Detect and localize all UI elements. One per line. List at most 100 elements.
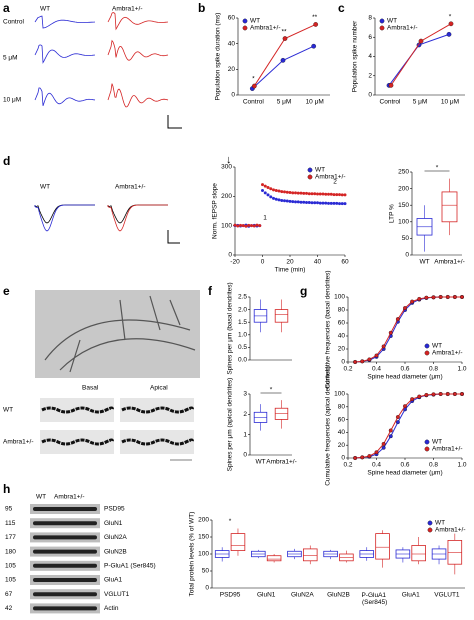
y-tick-label: 150 (398, 202, 409, 209)
point (277, 198, 281, 202)
legend-marker (427, 520, 433, 526)
y-tick-label: 100 (198, 551, 209, 558)
panel-label: c (338, 1, 345, 15)
x-tick-label: VGLUT1 (434, 592, 460, 599)
marker (445, 392, 450, 396)
point (302, 191, 306, 195)
x-tick-label: Ambra1+/- (266, 459, 297, 466)
x-tick-label: 10 μM (306, 99, 324, 106)
panel-label: e (3, 284, 10, 298)
y-tick-label: 20 (338, 346, 346, 353)
y-axis-label: Cumulative frequencies (apical dendrites… (325, 366, 332, 486)
x-tick-label: Control (243, 99, 265, 106)
y-tick-label: 0 (341, 455, 345, 462)
point (318, 201, 322, 205)
x-tick-label: Ambra1+/- (434, 259, 465, 266)
y-tick-label: 100 (398, 219, 409, 226)
x-tick-label: 0.2 (343, 366, 352, 373)
point (258, 224, 262, 228)
point (340, 202, 344, 206)
point (263, 184, 267, 188)
x-axis-label: Spine head diameter (μm) (367, 470, 442, 477)
annotation: * (270, 387, 273, 394)
legend-label: WT (315, 167, 325, 174)
legend-marker (242, 18, 248, 24)
point (274, 188, 278, 192)
point (305, 191, 308, 195)
legend-label: WT (250, 18, 260, 25)
y-tick-label: 0 (231, 92, 235, 99)
point (329, 192, 333, 196)
x-tick-label: GluN2A (291, 592, 314, 599)
point (263, 191, 267, 195)
marker (452, 295, 457, 299)
trace (107, 12, 169, 31)
y-tick-label: 2 (243, 411, 247, 418)
x-tick-label: 5 μM (277, 99, 292, 106)
point (316, 201, 319, 205)
point (324, 201, 328, 205)
annotation: 2 (333, 179, 337, 186)
box (441, 191, 458, 223)
x-tick-label: 40 (314, 259, 322, 266)
point (343, 193, 347, 197)
x-tick-label: WT (419, 259, 429, 266)
y-tick-label: 200 (398, 185, 409, 192)
marker (431, 295, 436, 300)
row-label: WT (3, 407, 13, 414)
series-line (251, 45, 314, 89)
y-tick-label: 100 (334, 391, 345, 398)
marker (251, 83, 257, 89)
marker (360, 359, 365, 364)
y-tick-label: 3 (243, 391, 247, 398)
legend-label: WT (432, 343, 442, 350)
protein-label: GluN1 (104, 520, 123, 527)
legend-marker (424, 439, 430, 445)
kda-label: 105 (5, 563, 16, 570)
marker (445, 295, 450, 299)
marker (448, 21, 454, 27)
panel-label: b (198, 1, 205, 15)
legend-label: Ambra1+/- (250, 25, 281, 32)
marker (353, 360, 358, 364)
marker (381, 445, 386, 450)
x-tick-label: GluA1 (402, 592, 420, 599)
kda-label: 95 (5, 506, 13, 513)
x-tick-label: PSD95 (220, 592, 241, 599)
point (285, 190, 289, 194)
blot-band (33, 563, 97, 568)
marker (403, 306, 407, 310)
marker (282, 36, 288, 41)
trace (34, 87, 96, 107)
point (332, 201, 336, 205)
series-line (390, 23, 452, 86)
point (296, 191, 300, 195)
panel-label: h (3, 482, 10, 496)
point (288, 199, 292, 203)
point (285, 199, 289, 203)
annotation: * (252, 76, 255, 83)
marker (395, 415, 400, 419)
protein-label: GluN2B (104, 548, 127, 555)
point (283, 199, 286, 203)
point (239, 223, 242, 227)
point (261, 183, 264, 187)
point (269, 195, 273, 199)
column-label: WT (40, 184, 50, 191)
column-label: Ambra1+/- (112, 6, 143, 13)
y-tick-label: 200 (198, 517, 209, 524)
marker (410, 397, 415, 402)
point (327, 201, 330, 205)
protein-label: P-GluA1 (Ser845) (104, 563, 156, 570)
micrograph (35, 290, 200, 378)
series-line (355, 296, 462, 363)
marker (381, 441, 386, 446)
marker (388, 83, 394, 88)
y-axis-label: Spines per μm (basal dendrites) (227, 282, 234, 374)
marker (388, 330, 393, 335)
column-label: Basal (82, 385, 99, 392)
row-label: Ambra1+/- (3, 439, 34, 446)
y-tick-label: 6 (368, 34, 372, 41)
trace (107, 83, 169, 108)
point (305, 200, 308, 204)
